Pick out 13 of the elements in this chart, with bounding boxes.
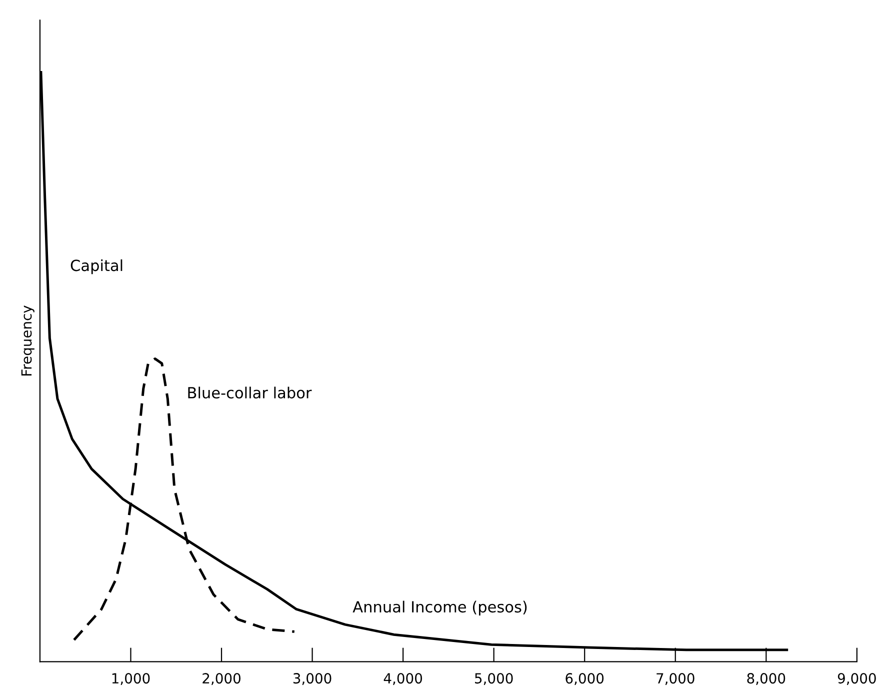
x-tick-label: 2,000	[202, 673, 240, 685]
x-tick-label: 6,000	[566, 673, 604, 685]
x-tick-label: 7,000	[656, 673, 694, 685]
series-label: Blue-collar labor	[188, 386, 312, 399]
x-tick-label: 5,000	[475, 673, 513, 685]
x-tick-label: 9,000	[838, 673, 876, 685]
x-tick-label: 8,000	[747, 673, 786, 685]
x-tick-label: 4,000	[384, 673, 422, 685]
series-label: Capital	[70, 259, 122, 274]
x-tick-label: 3,000	[293, 673, 332, 685]
y-axis-title: Frequency	[21, 306, 34, 376]
x-tick-label: 1,000	[112, 673, 150, 685]
x-axis-title: Annual Income (pesos)	[352, 600, 527, 616]
